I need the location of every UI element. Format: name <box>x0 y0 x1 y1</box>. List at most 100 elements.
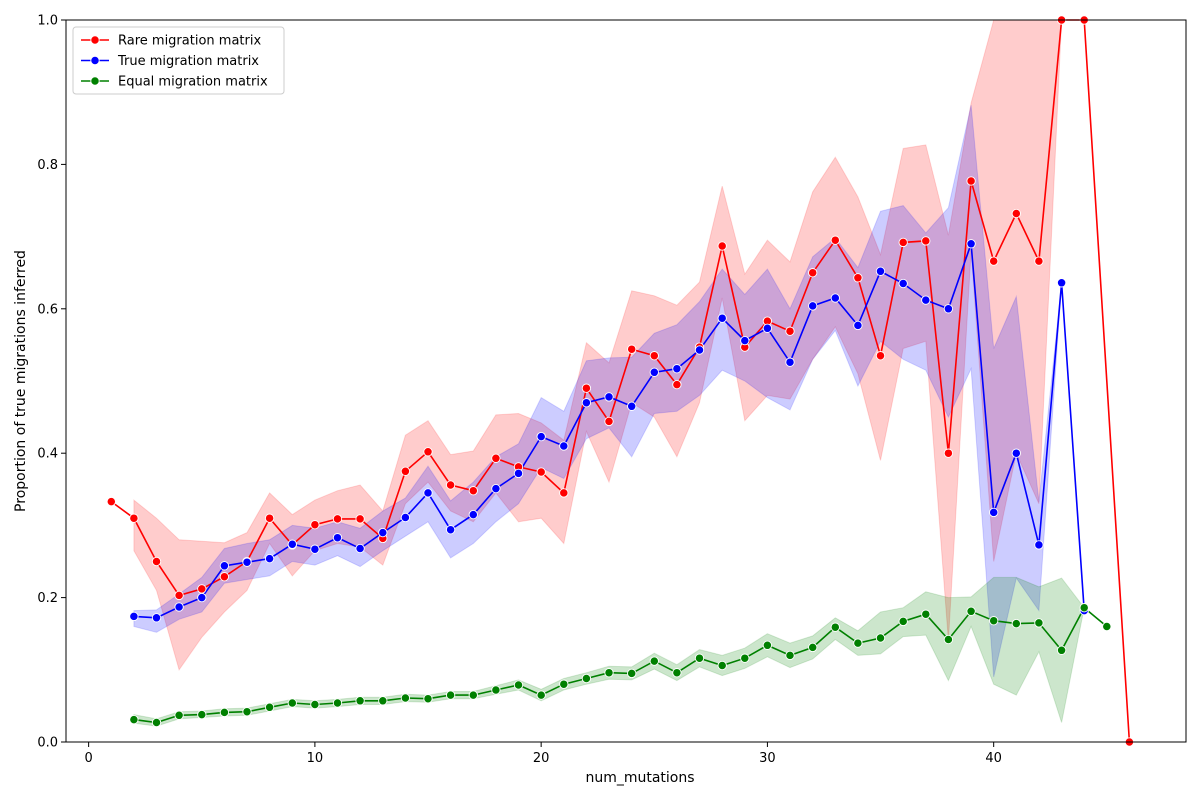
data-point-series-2 <box>310 544 320 554</box>
data-point-series-3 <box>966 606 976 616</box>
data-point-series-3 <box>762 640 773 650</box>
legend-box <box>72 26 285 95</box>
data-point-series-2 <box>1011 448 1021 458</box>
data-point-series-3 <box>513 680 524 690</box>
data-point-series-1 <box>649 351 659 361</box>
data-point-series-3 <box>1034 618 1044 628</box>
data-point-series-2 <box>672 364 682 374</box>
data-point-series-1 <box>423 447 433 457</box>
data-point-series-3 <box>808 642 818 653</box>
data-point-series-3 <box>355 696 365 706</box>
data-point-series-3 <box>287 698 297 708</box>
data-point-series-2 <box>129 611 139 622</box>
data-point-series-2 <box>627 401 637 411</box>
data-point-series-3 <box>242 707 252 717</box>
data-point-series-2 <box>581 398 592 408</box>
data-point-series-3 <box>740 653 750 663</box>
data-point-series-2 <box>513 468 524 479</box>
data-point-series-1 <box>989 256 999 266</box>
data-point-series-1 <box>332 514 343 524</box>
data-point-series-3 <box>898 616 908 627</box>
data-point-series-3 <box>264 702 275 712</box>
data-point-series-3 <box>559 679 569 689</box>
data-point-series-1 <box>717 241 727 251</box>
data-point-series-3 <box>423 694 433 704</box>
x-tick-label: 0 <box>84 751 92 766</box>
data-point-series-2 <box>242 557 252 567</box>
data-point-series-3 <box>468 690 478 700</box>
data-point-series-1 <box>672 379 682 390</box>
data-point-series-1 <box>400 466 411 476</box>
x-axis-ticks: 0 10 20 30 40 <box>84 742 1002 766</box>
data-point-series-2 <box>536 431 546 442</box>
data-point-series-3 <box>672 668 682 678</box>
x-tick-label: 10 <box>307 751 324 766</box>
data-point-series-1 <box>808 268 818 278</box>
data-point-series-3 <box>129 714 139 725</box>
data-point-series-2 <box>830 293 840 303</box>
data-point-series-3 <box>717 660 727 671</box>
data-point-series-2 <box>604 392 614 402</box>
series-points <box>106 15 1135 747</box>
data-point-series-2 <box>1056 278 1067 288</box>
data-point-series-3 <box>875 633 886 643</box>
data-point-series-2 <box>264 553 275 564</box>
data-point-series-2 <box>717 313 727 323</box>
data-point-series-1 <box>1011 208 1021 219</box>
data-point-series-3 <box>943 634 954 645</box>
legend-marker-swatch <box>90 35 100 45</box>
x-tick-label: 20 <box>533 751 550 766</box>
legend: Rare migration matrix True migration matr… <box>72 26 285 95</box>
data-point-series-2 <box>559 441 569 451</box>
y-tick-label: 0.2 <box>37 591 58 606</box>
data-point-series-1 <box>174 590 184 601</box>
data-point-series-2 <box>785 357 795 367</box>
x-tick-label: 40 <box>985 751 1002 766</box>
data-point-series-3 <box>445 690 456 700</box>
data-point-series-2 <box>445 525 456 535</box>
data-point-series-2 <box>740 335 750 346</box>
data-point-series-3 <box>310 699 320 710</box>
data-point-series-3 <box>332 698 343 708</box>
y-axis-label: Proportion of true migrations inferred <box>13 250 29 512</box>
data-point-series-2 <box>853 320 863 331</box>
y-tick-label: 0.8 <box>37 158 58 173</box>
data-point-series-2 <box>219 561 230 571</box>
y-tick-label: 0.6 <box>37 302 58 317</box>
legend-entry-label: Rare migration matrix <box>118 34 261 49</box>
x-tick-label: 30 <box>759 751 776 766</box>
data-point-series-1 <box>898 237 908 248</box>
data-point-series-1 <box>129 513 139 523</box>
data-point-series-3 <box>536 690 546 700</box>
data-point-series-3 <box>649 656 659 666</box>
data-point-series-2 <box>989 507 999 518</box>
y-tick-label: 0.4 <box>37 447 58 462</box>
data-point-series-1 <box>219 572 230 582</box>
data-point-series-3 <box>378 696 388 706</box>
data-point-series-2 <box>400 512 411 523</box>
data-point-series-1 <box>310 520 320 530</box>
data-point-series-2 <box>378 527 388 538</box>
data-point-series-3 <box>491 685 501 695</box>
data-point-series-3 <box>581 673 592 684</box>
data-point-series-2 <box>649 367 659 377</box>
legend-entry-label: True migration matrix <box>117 54 259 69</box>
x-axis-label: num_mutations <box>585 770 694 786</box>
data-point-series-1 <box>559 488 569 498</box>
data-point-series-3 <box>989 616 999 626</box>
data-point-series-2 <box>151 613 162 623</box>
y-tick-label: 1.0 <box>37 14 58 29</box>
data-point-series-3 <box>197 709 207 720</box>
data-point-series-2 <box>355 543 365 554</box>
data-point-series-1 <box>604 416 614 427</box>
data-point-series-1 <box>581 383 592 393</box>
data-point-series-1 <box>627 344 637 354</box>
legend-entry-label: Equal migration matrix <box>118 75 268 90</box>
data-point-series-2 <box>966 239 976 249</box>
data-point-series-1 <box>106 496 116 507</box>
data-point-series-3 <box>604 668 614 678</box>
data-point-series-3 <box>1079 603 1089 613</box>
data-point-series-3 <box>830 622 840 632</box>
data-point-series-2 <box>1034 540 1044 550</box>
